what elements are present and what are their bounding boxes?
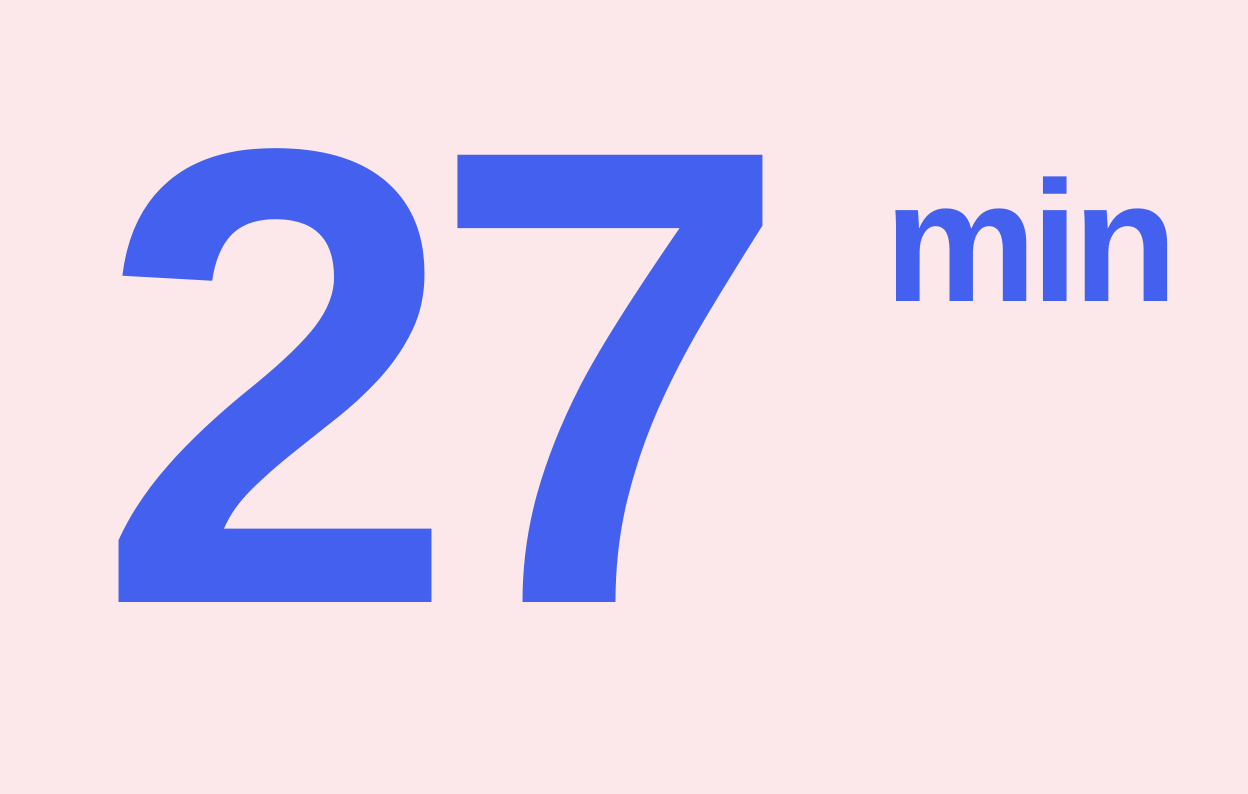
duration-unit: min: [884, 146, 1178, 338]
duration-value: 27: [96, 14, 791, 740]
